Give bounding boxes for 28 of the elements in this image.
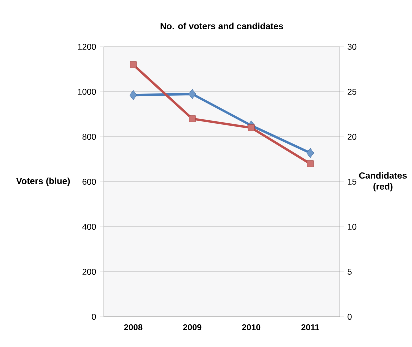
point — [306, 148, 314, 158]
y-tick-label: 600 — [82, 179, 96, 185]
x-tick-label: 2008 — [124, 324, 143, 331]
point — [307, 160, 314, 168]
chart-title: No. of voters and candidates — [160, 22, 284, 30]
y2-axis-title: Candidates (red) — [359, 172, 408, 192]
point — [130, 90, 138, 100]
y-tick-label: 800 — [82, 134, 96, 140]
y2-tick-label: 5 — [348, 269, 352, 275]
y2-tick-label: 30 — [348, 44, 357, 50]
y2-tick-label: 25 — [348, 89, 357, 95]
y2-tick-label: 20 — [348, 134, 357, 140]
y2-tick-label: 10 — [348, 224, 357, 230]
x-tick-label: 2009 — [183, 324, 202, 331]
point — [189, 116, 196, 122]
point — [130, 62, 137, 68]
y-tick-label: 1200 — [78, 44, 96, 50]
point — [188, 89, 196, 100]
y2-tick-label: 0 — [348, 314, 352, 320]
y-axis-title: Voters (blue) — [16, 178, 70, 186]
y-tick-label: 0 — [92, 314, 96, 320]
x-tick-label: 2011 — [302, 324, 320, 331]
y-tick-label: 400 — [82, 224, 96, 230]
y-tick-label: 1000 — [78, 89, 96, 95]
y2-tick-label: 15 — [348, 179, 357, 185]
y-tick-label: 200 — [82, 269, 96, 275]
x-tick-label: 2010 — [242, 324, 261, 331]
point — [248, 124, 255, 132]
